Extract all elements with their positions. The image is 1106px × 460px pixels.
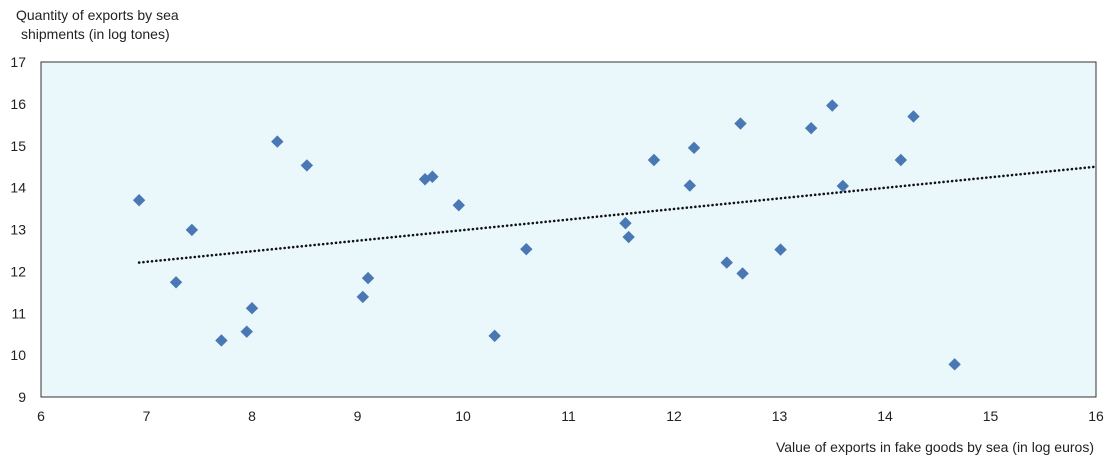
data-point <box>734 117 747 130</box>
data-point <box>132 193 146 207</box>
x-axis-ticks: 6 7 8 9 10 11 12 13 14 15 16 <box>37 408 1104 424</box>
data-point <box>720 256 733 269</box>
trendline-group <box>137 165 1098 264</box>
x-tick-label: 12 <box>666 408 682 424</box>
y-tick-label: 16 <box>10 96 26 112</box>
y-axis-label-line-2: shipments (in log tones) <box>21 26 170 42</box>
data-point <box>619 217 632 230</box>
data-point <box>687 141 701 155</box>
data-point <box>245 302 259 315</box>
data-point <box>683 179 697 192</box>
x-tick-label: 8 <box>248 408 256 424</box>
trendline <box>137 165 1098 264</box>
data-point <box>418 173 432 186</box>
x-tick-label: 9 <box>354 408 362 424</box>
data-point <box>907 110 920 123</box>
data-point <box>271 135 284 148</box>
data-point <box>185 223 199 237</box>
data-point <box>356 290 369 304</box>
data-point <box>736 267 749 280</box>
x-tick-label: 16 <box>1088 408 1104 424</box>
data-point <box>300 159 314 172</box>
x-tick-label: 11 <box>561 408 576 424</box>
data-point <box>622 230 635 244</box>
y-tick-label: 15 <box>10 138 26 154</box>
y-tick-label: 10 <box>10 347 26 363</box>
data-point <box>520 242 533 256</box>
x-axis-label: Value of exports in fake goods by sea (i… <box>776 439 1094 455</box>
y-tick-label: 11 <box>11 305 26 321</box>
x-tick-label: 7 <box>143 408 151 424</box>
data-point <box>361 271 375 285</box>
y-tick-label: 14 <box>10 180 26 196</box>
data-points <box>132 99 961 371</box>
y-axis-ticks: 9 10 11 12 13 14 15 16 17 <box>10 54 26 405</box>
y-tick-label: 9 <box>18 389 26 405</box>
y-tick-label: 12 <box>10 263 26 279</box>
x-tick-label: 10 <box>455 408 471 424</box>
data-point <box>426 170 439 183</box>
x-tick-label: 6 <box>37 408 45 424</box>
y-tick-label: 13 <box>10 222 26 238</box>
data-point <box>774 243 787 256</box>
data-point <box>948 358 961 371</box>
data-point <box>894 153 908 167</box>
y-axis-label-line-1: Quantity of exports by sea <box>16 7 179 23</box>
data-point <box>452 199 465 212</box>
data-point <box>488 329 501 343</box>
x-tick-label: 14 <box>877 408 893 424</box>
x-tick-label: 15 <box>983 408 999 424</box>
data-point <box>826 99 839 112</box>
data-point <box>836 179 849 193</box>
data-point <box>169 276 183 289</box>
data-point <box>215 334 228 347</box>
data-point <box>804 121 818 135</box>
data-point <box>647 153 661 167</box>
plot-area <box>40 61 1097 398</box>
x-tick-label: 13 <box>772 408 788 424</box>
y-tick-label: 17 <box>10 54 26 70</box>
data-point <box>240 325 253 338</box>
